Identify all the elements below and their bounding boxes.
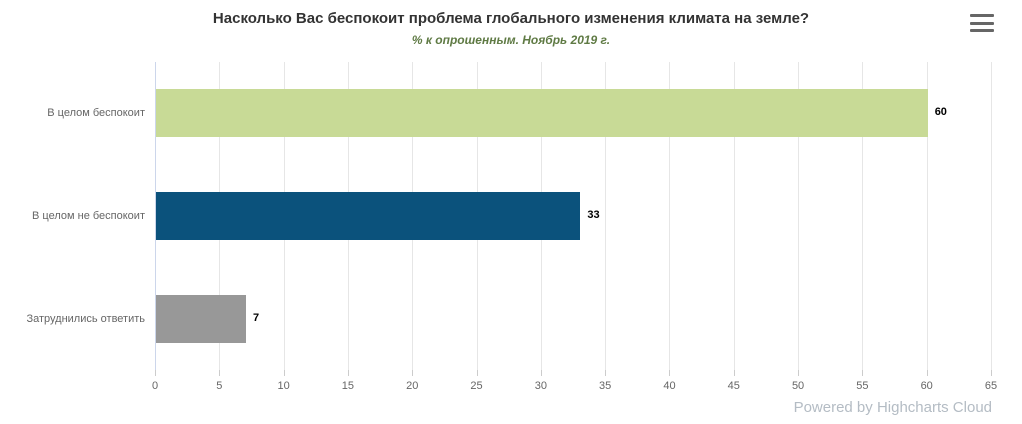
- category-label: В целом не беспокоит: [32, 210, 145, 222]
- x-axis-label: 40: [663, 380, 676, 392]
- gridline: [926, 62, 928, 370]
- hamburger-icon: [970, 14, 994, 17]
- x-axis-tick: [669, 370, 671, 376]
- x-axis-label: 10: [277, 380, 290, 392]
- x-axis-label: 60: [920, 380, 933, 392]
- bar[interactable]: [156, 192, 581, 240]
- category-label: Затруднились ответить: [26, 312, 145, 325]
- bar[interactable]: [156, 89, 928, 138]
- x-axis-label: 65: [984, 380, 998, 392]
- x-axis-label: 20: [406, 380, 419, 392]
- gridline: [605, 62, 607, 370]
- x-axis-label: 5: [216, 380, 223, 392]
- gridline: [733, 62, 735, 370]
- gridline: [798, 62, 800, 370]
- gridline: [669, 62, 671, 370]
- x-axis-tick: [733, 370, 735, 376]
- export-menu-button[interactable]: [970, 12, 994, 34]
- x-axis-tick: [283, 370, 285, 376]
- category-label: В целом беспокоит: [47, 107, 145, 120]
- x-axis-tick: [540, 370, 542, 376]
- x-axis-tick: [926, 370, 928, 376]
- x-axis-tick: [219, 370, 221, 376]
- plot-area: 0 5 10 15 20 25 30 35 40 45 50 55 60 65 В целом беспок…: [26, 62, 997, 392]
- x-axis-tick: [476, 370, 478, 376]
- value-label: 60: [934, 106, 947, 119]
- category-axis-line: [155, 62, 156, 370]
- x-axis-label: 50: [791, 380, 805, 392]
- gridline: [862, 62, 864, 370]
- value-label: 7: [253, 311, 260, 324]
- gridline: [991, 62, 992, 370]
- x-axis-label: 25: [470, 380, 483, 392]
- highcharts-credit-link[interactable]: Powered by Highcharts Cloud: [793, 399, 992, 416]
- x-axis-label: 55: [856, 380, 869, 392]
- x-axis-tick: [347, 370, 349, 376]
- x-axis-label: 15: [341, 380, 355, 392]
- x-axis-label: 0: [151, 380, 159, 392]
- value-label: 33: [587, 209, 600, 221]
- x-axis-label: 30: [534, 380, 547, 392]
- x-axis-tick: [155, 370, 156, 376]
- x-axis-tick: [605, 370, 607, 376]
- x-axis-tick: [412, 370, 414, 376]
- x-axis-label: 35: [599, 380, 612, 392]
- x-axis-tick: [798, 370, 800, 376]
- x-axis-label: 45: [727, 380, 740, 392]
- bar[interactable]: [156, 294, 247, 343]
- chart-subtitle: % к опрошенным. Ноябрь 2019 г.: [411, 33, 611, 47]
- x-axis-tick: [862, 370, 864, 376]
- x-axis-tick: [991, 370, 992, 376]
- chart-title: Насколько Вас беспокоит проблема глобаль…: [212, 10, 810, 27]
